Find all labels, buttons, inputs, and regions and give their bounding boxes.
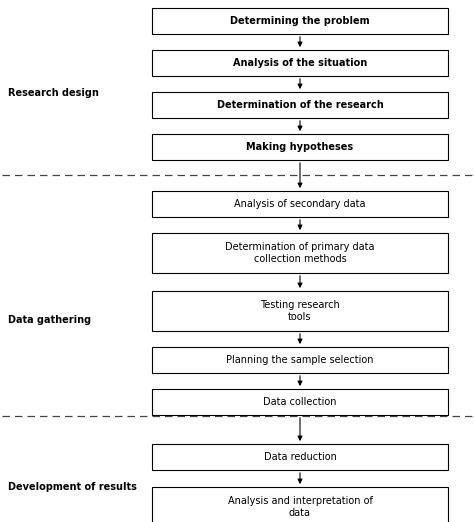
FancyBboxPatch shape (152, 444, 448, 470)
Text: Data gathering: Data gathering (8, 315, 91, 325)
Text: Analysis of the situation: Analysis of the situation (233, 58, 367, 68)
Text: Research design: Research design (8, 88, 99, 98)
Text: Testing research
tools: Testing research tools (260, 300, 340, 322)
Text: Analysis and interpretation of
data: Analysis and interpretation of data (228, 496, 373, 518)
Text: Determining the problem: Determining the problem (230, 16, 370, 26)
Text: Analysis of secondary data: Analysis of secondary data (234, 199, 366, 209)
FancyBboxPatch shape (152, 347, 448, 373)
FancyBboxPatch shape (152, 92, 448, 118)
FancyBboxPatch shape (152, 8, 448, 34)
FancyBboxPatch shape (152, 50, 448, 76)
Text: Determination of the research: Determination of the research (217, 100, 383, 110)
Text: Data reduction: Data reduction (264, 452, 337, 462)
FancyBboxPatch shape (152, 233, 448, 273)
Text: Making hypotheses: Making hypotheses (246, 142, 354, 152)
FancyBboxPatch shape (152, 291, 448, 331)
Text: Determination of primary data
collection methods: Determination of primary data collection… (225, 242, 375, 264)
FancyBboxPatch shape (152, 487, 448, 522)
Text: Planning the sample selection: Planning the sample selection (226, 355, 374, 365)
FancyBboxPatch shape (152, 134, 448, 160)
Text: Development of results: Development of results (8, 482, 137, 492)
FancyBboxPatch shape (152, 191, 448, 217)
FancyBboxPatch shape (152, 389, 448, 415)
Text: Data collection: Data collection (263, 397, 337, 407)
